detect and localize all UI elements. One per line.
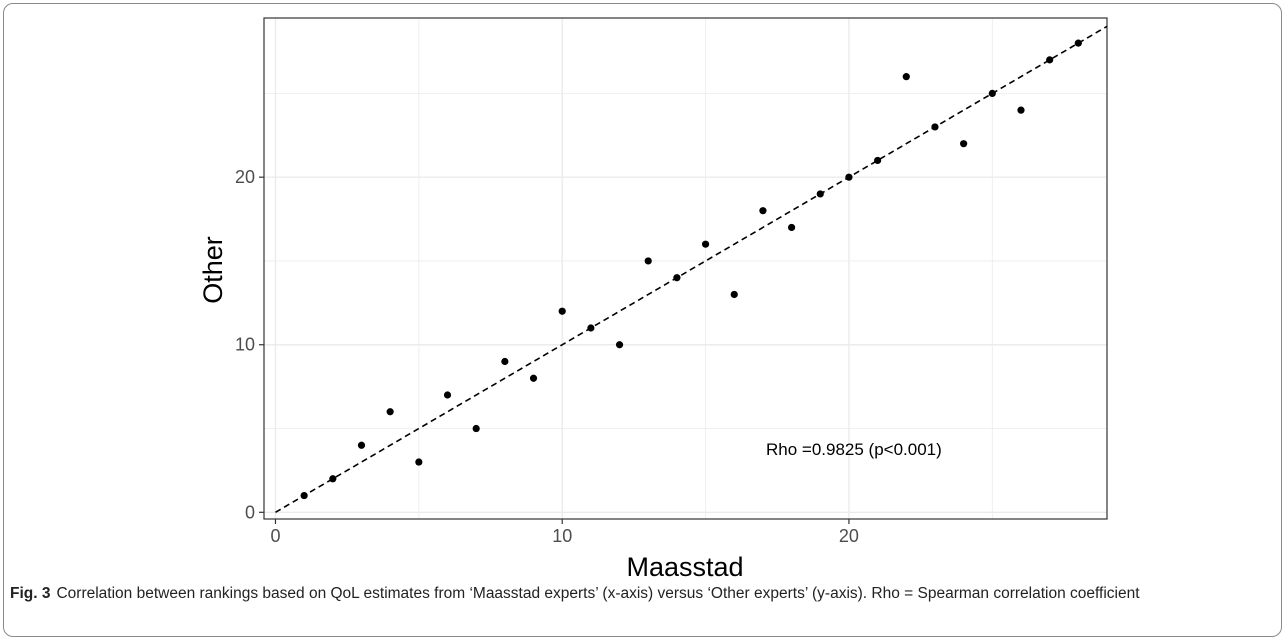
data-point [874, 156, 882, 165]
data-point [701, 240, 710, 248]
data-point [529, 374, 538, 382]
data-point [644, 257, 652, 265]
y-tick-label: 10 [235, 335, 255, 355]
panel-border [263, 17, 1108, 520]
data-point [902, 73, 910, 81]
data-point [673, 274, 681, 282]
y-axis-label: Other [198, 236, 228, 304]
x-axis-label: Maasstad [626, 552, 743, 582]
data-point [443, 391, 452, 399]
points [300, 39, 1082, 500]
figure-frame [3, 3, 1282, 637]
data-point [759, 207, 767, 215]
figure-caption: Fig. 3 Correlation between rankings based… [10, 583, 1275, 604]
y-tick-label: 0 [245, 502, 255, 522]
y-axis-ticks: 0 10 20 [235, 167, 264, 522]
figure-label: Fig. 3 [10, 585, 51, 602]
data-point [816, 190, 824, 198]
y-tick-label: 20 [235, 167, 255, 187]
data-point [501, 357, 509, 366]
reference-line [275, 25, 1107, 513]
caption-text: Correlation between rankings based on Qo… [56, 585, 1140, 602]
data-point [615, 341, 624, 349]
data-point [787, 223, 796, 232]
data-point [1074, 39, 1082, 47]
data-point [931, 123, 939, 131]
data-point [357, 441, 366, 449]
data-point [329, 475, 337, 483]
x-axis-ticks: 0 10 20 [270, 519, 859, 546]
data-point [587, 324, 595, 332]
grid-major [264, 18, 1107, 519]
x-tick-label: 20 [839, 526, 859, 546]
data-point [300, 491, 308, 500]
grid-minor [264, 18, 1107, 519]
data-point [988, 89, 996, 98]
data-point [730, 290, 738, 299]
rho-annotation: Rho =0.9825 (p<0.001) [766, 440, 942, 459]
data-point [415, 458, 423, 466]
data-point [960, 140, 968, 148]
scatter-chart: 0 10 20 0 10 20 Maasstad Other Rho =0.9825 (… [198, 17, 1108, 582]
data-point [1046, 56, 1054, 64]
data-point [386, 408, 394, 416]
data-point [1017, 106, 1025, 114]
data-point [472, 424, 480, 433]
data-point [558, 307, 566, 315]
x-tick-label: 0 [270, 526, 280, 546]
data-point [845, 173, 853, 181]
x-tick-label: 10 [552, 526, 572, 546]
